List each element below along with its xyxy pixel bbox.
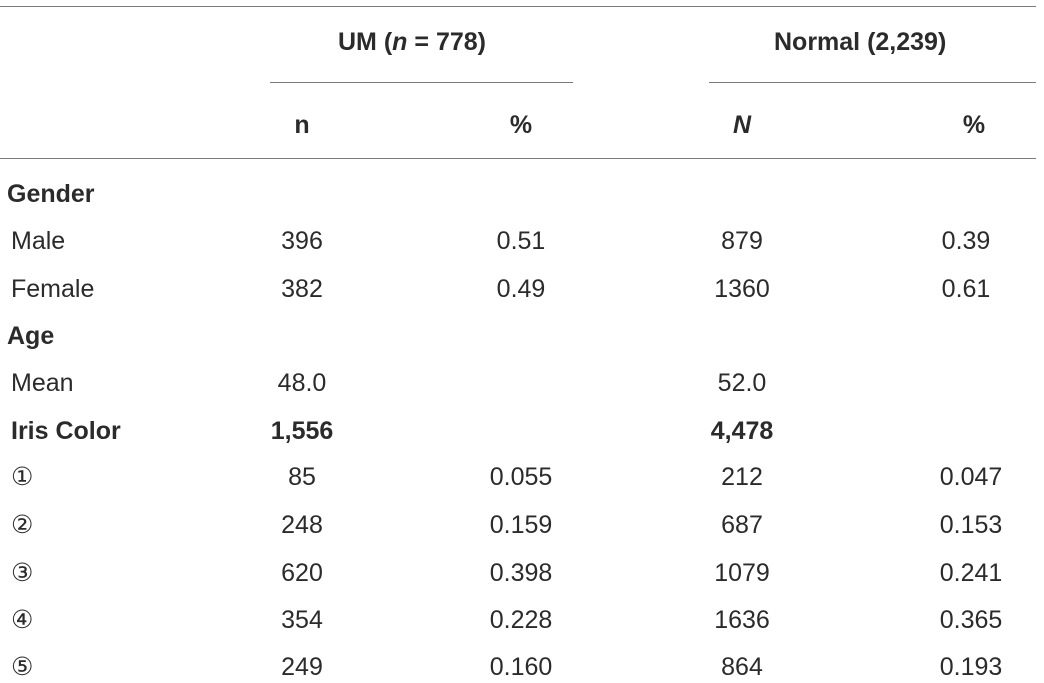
row-label: ② [11, 511, 34, 539]
cell-normal-n: 687 [721, 511, 763, 539]
row-label: Mean [11, 369, 74, 397]
cell-um-pct: 0.228 [489, 606, 553, 634]
cell-normal-n: 1360 [714, 275, 770, 303]
cell-um-pct: 0.159 [489, 511, 553, 539]
cell-normal-total: 4,478 [710, 417, 774, 445]
cell-normal-n: 864 [721, 653, 763, 681]
normal-group-rule [709, 82, 1036, 83]
cell-um-n: 382 [281, 275, 323, 303]
section-title-iris-color: Iris Color [11, 417, 121, 445]
cell-um-n: 620 [281, 559, 323, 587]
cell-normal-n: 879 [721, 227, 763, 255]
um-group-header: UM (n = 778) [338, 28, 486, 56]
col-header-um-n: n [294, 111, 310, 139]
cell-um-n: 248 [281, 511, 323, 539]
normal-group-header: Normal (2,239) [774, 28, 947, 56]
col-header-normal-n: N [732, 111, 752, 139]
cell-normal-pct: 0.39 [941, 227, 991, 255]
cell-normal-pct: 0.153 [939, 511, 1003, 539]
cell-um-n: 85 [288, 463, 316, 491]
col-header-normal-pct: % [962, 111, 986, 139]
section-title-age: Age [7, 322, 55, 350]
top-rule [0, 6, 1036, 7]
header-bottom-rule [0, 158, 1036, 159]
cell-um-pct: 0.49 [496, 275, 546, 303]
row-label: Male [11, 227, 66, 255]
cell-normal-pct: 0.193 [939, 653, 1003, 681]
cell-um-n: 249 [281, 653, 323, 681]
cell-um-n: 354 [281, 606, 323, 634]
cell-normal-pct: 0.241 [939, 559, 1003, 587]
cell-um-n: 396 [281, 227, 323, 255]
row-label: ④ [11, 606, 34, 634]
um-group-rule [270, 82, 573, 83]
cell-normal-n: 1079 [714, 559, 770, 587]
cell-normal-n: 212 [721, 463, 763, 491]
cell-um-n: 48.0 [277, 369, 327, 397]
row-label: Female [11, 275, 95, 303]
section-title-gender: Gender [7, 180, 95, 208]
cell-normal-pct: 0.61 [941, 275, 991, 303]
cell-normal-n: 52.0 [717, 369, 767, 397]
cell-um-pct: 0.398 [489, 559, 553, 587]
cell-normal-pct: 0.365 [939, 606, 1003, 634]
cell-um-pct: 0.160 [489, 653, 553, 681]
cell-um-pct: 0.51 [496, 227, 546, 255]
row-label: ③ [11, 559, 34, 587]
cell-um-pct: 0.055 [489, 463, 553, 491]
col-header-um-pct: % [509, 111, 533, 139]
row-label: ① [11, 463, 34, 491]
cell-normal-pct: 0.047 [939, 463, 1003, 491]
cell-um-total: 1,556 [270, 417, 334, 445]
cell-normal-n: 1636 [714, 606, 770, 634]
row-label: ⑤ [11, 653, 34, 681]
